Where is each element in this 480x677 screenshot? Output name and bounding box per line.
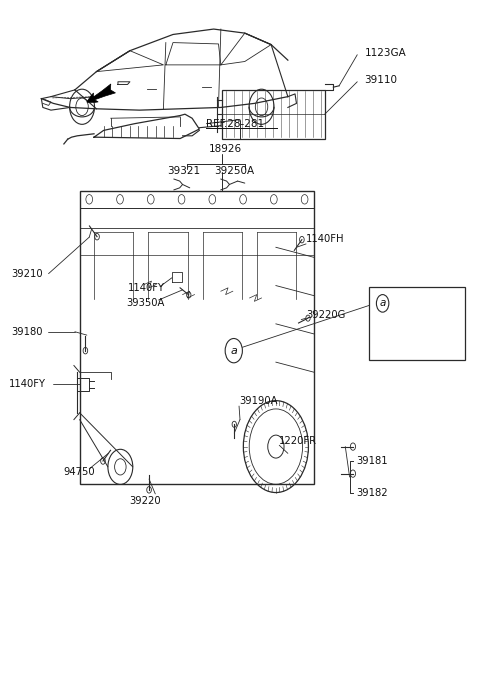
Text: 39350A: 39350A (126, 299, 165, 308)
Text: a: a (379, 299, 386, 308)
Text: 1220FR: 1220FR (279, 436, 317, 446)
Text: 39180: 39180 (11, 327, 43, 336)
Text: a: a (230, 346, 237, 355)
Text: 39110: 39110 (364, 75, 397, 85)
Text: 39210A: 39210A (393, 299, 433, 308)
Text: 18926: 18926 (209, 144, 242, 154)
Text: 39250A: 39250A (214, 166, 254, 176)
Bar (369, 287, 465, 360)
Bar (80, 191, 314, 484)
Circle shape (225, 338, 242, 363)
Text: 94750: 94750 (63, 467, 95, 477)
Text: 1140FH: 1140FH (306, 234, 345, 244)
Text: 39210: 39210 (11, 269, 43, 279)
Circle shape (376, 294, 389, 312)
Text: 1140FY: 1140FY (9, 379, 46, 389)
Text: REF.28-281: REF.28-281 (206, 118, 264, 129)
Text: 39321: 39321 (167, 166, 200, 176)
Text: 39220G: 39220G (306, 310, 346, 320)
Text: 39181: 39181 (356, 456, 387, 466)
Text: 39220: 39220 (129, 496, 161, 506)
Bar (222, 90, 324, 139)
Text: 1140FY: 1140FY (128, 283, 165, 293)
Text: 39182: 39182 (356, 487, 387, 498)
Text: 39190A: 39190A (239, 395, 277, 406)
Text: 1123GA: 1123GA (364, 48, 406, 58)
